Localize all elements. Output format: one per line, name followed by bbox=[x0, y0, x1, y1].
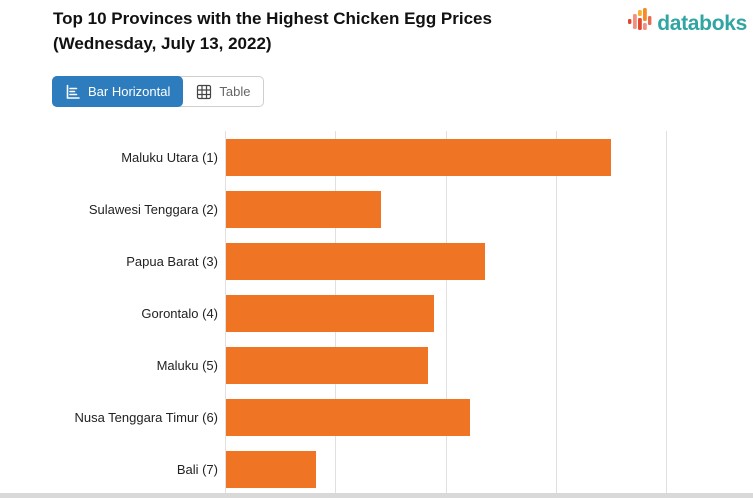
bar-track bbox=[226, 242, 753, 280]
bar bbox=[226, 242, 486, 280]
page-title-line2: (Wednesday, July 13, 2022) bbox=[53, 34, 272, 53]
category-label: Bali (7) bbox=[176, 461, 218, 477]
table-label: Table bbox=[219, 84, 251, 99]
bar bbox=[226, 138, 611, 176]
bar-row: Maluku Utara (1) bbox=[0, 131, 753, 183]
bar-row: Gorontalo (4) bbox=[0, 287, 753, 339]
category-label: Sulawesi Tenggara (2) bbox=[88, 201, 218, 217]
bar-horizontal-button[interactable]: Bar Horizontal bbox=[52, 76, 184, 107]
bar-track bbox=[226, 294, 753, 332]
bar bbox=[226, 346, 428, 384]
gridline bbox=[555, 131, 557, 493]
bar bbox=[226, 294, 435, 332]
bar-row: Bali (7) bbox=[0, 443, 753, 495]
bottom-cutoff-strip bbox=[0, 493, 753, 498]
bar-track bbox=[226, 398, 753, 436]
bar-chart: Maluku Utara (1) Sulawesi Tenggara (2) Pap… bbox=[0, 131, 753, 493]
page-title-line1: Top 10 Provinces with the Highest Chicke… bbox=[53, 9, 492, 28]
bar-track bbox=[226, 346, 753, 384]
databoks-logo-text: databoks bbox=[657, 11, 747, 35]
bar-row: Papua Barat (3) bbox=[0, 235, 753, 287]
category-label: Papua Barat (3) bbox=[126, 253, 218, 269]
bar-row: Nusa Tenggara Timur (6) bbox=[0, 391, 753, 443]
bar-row: Sulawesi Tenggara (2) bbox=[0, 183, 753, 235]
page-title: Top 10 Provinces with the Highest Chicke… bbox=[53, 6, 573, 56]
bar bbox=[226, 190, 382, 228]
chart-rows: Maluku Utara (1) Sulawesi Tenggara (2) Pap… bbox=[0, 131, 753, 495]
bar-track bbox=[226, 190, 753, 228]
gridline bbox=[445, 131, 447, 493]
bar bbox=[226, 398, 470, 436]
databoks-logo-icon bbox=[628, 8, 655, 39]
bar-horizontal-icon bbox=[65, 84, 81, 100]
bar bbox=[226, 450, 317, 488]
gridline bbox=[225, 131, 226, 493]
bar-track bbox=[226, 450, 753, 488]
table-icon bbox=[196, 84, 212, 100]
table-button[interactable]: Table bbox=[183, 76, 263, 107]
databoks-logo[interactable]: databoks bbox=[628, 8, 747, 39]
bar-track bbox=[226, 138, 753, 176]
bar-horizontal-label: Bar Horizontal bbox=[88, 84, 171, 99]
view-toggle: Bar Horizontal Table bbox=[52, 76, 265, 107]
category-label: Nusa Tenggara Timur (6) bbox=[74, 409, 218, 425]
category-label: Gorontalo (4) bbox=[141, 305, 218, 321]
gridline bbox=[666, 131, 667, 493]
category-label: Maluku (5) bbox=[156, 357, 218, 373]
bar-row: Maluku (5) bbox=[0, 339, 753, 391]
category-label: Maluku Utara (1) bbox=[121, 149, 218, 165]
